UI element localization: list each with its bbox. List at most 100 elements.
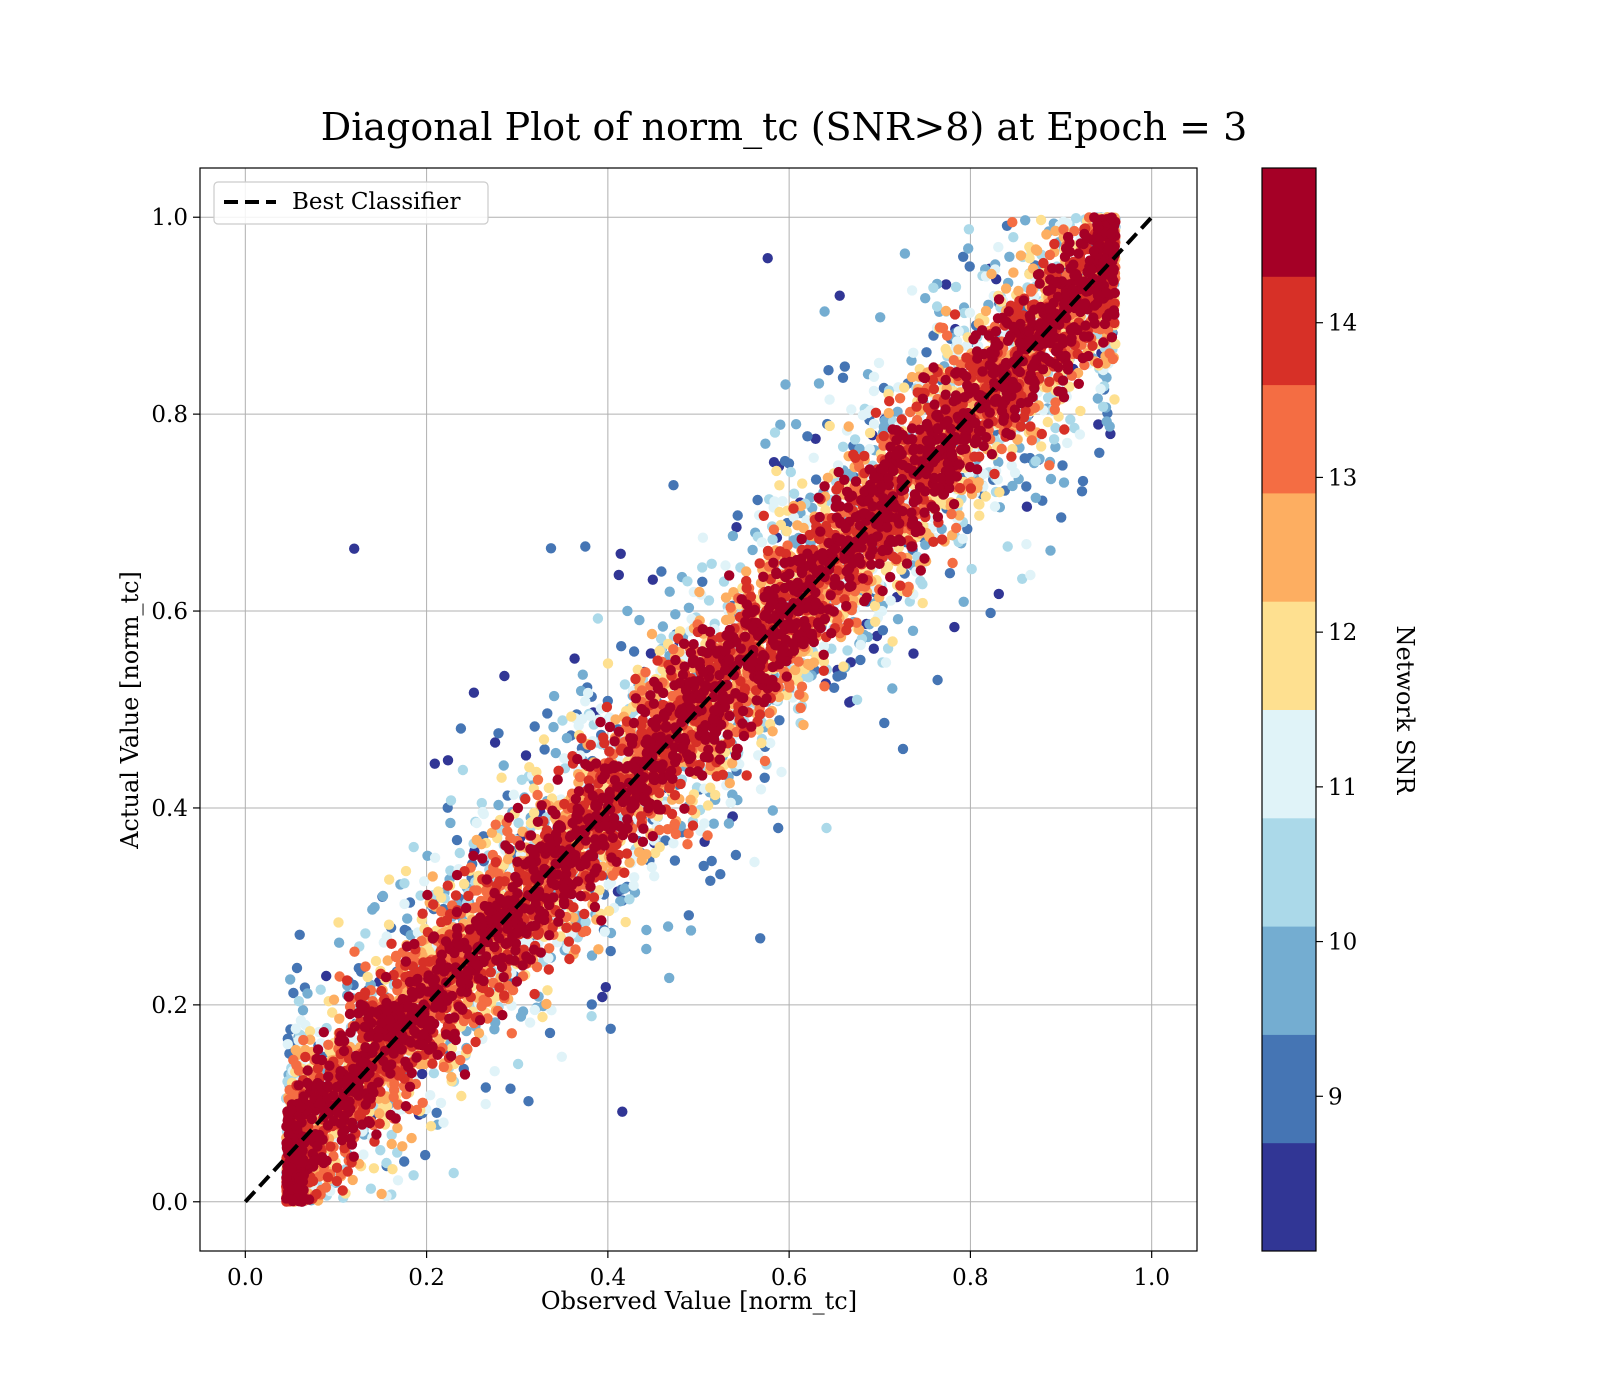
plot-area: 0.0 0.2 0.4 0.6 0.8 1.0 0.00.20.40.60.81.0	[151, 167, 1198, 1291]
scatter-point	[427, 871, 438, 882]
scatter-point	[645, 648, 657, 659]
scatter-point	[670, 609, 681, 620]
scatter-point	[358, 1149, 369, 1160]
scatter-point	[321, 970, 332, 982]
scatter-point	[697, 562, 708, 573]
scatter-point	[505, 1083, 516, 1094]
scatter-point	[542, 708, 553, 719]
scatter-point	[458, 878, 470, 890]
scatter-point	[291, 962, 303, 974]
scatter-point	[315, 984, 326, 995]
scatter-point	[584, 710, 596, 721]
scatter-point	[290, 1044, 301, 1056]
scatter-point	[752, 494, 763, 506]
scatter-point	[668, 838, 679, 849]
scatter-point	[917, 597, 928, 609]
scatter-point	[1092, 393, 1104, 404]
scatter-point	[392, 1175, 404, 1186]
scatter-point	[428, 1068, 440, 1079]
scatter-point	[362, 971, 373, 983]
scatter-point	[683, 910, 694, 921]
scatter-point	[953, 344, 964, 355]
scatter-point	[996, 443, 1007, 455]
scatter-point	[455, 723, 467, 734]
scatter-point	[842, 645, 853, 656]
scatter-point	[431, 1107, 442, 1119]
scatter-point	[629, 872, 640, 883]
scatter-point	[875, 312, 886, 323]
scatter-point	[615, 896, 626, 907]
scatter-point	[706, 558, 717, 569]
scatter-point	[868, 418, 880, 430]
scatter-point	[764, 707, 775, 719]
scatter-point	[662, 921, 674, 932]
scatter-point	[282, 1039, 293, 1050]
scatter-point	[1109, 394, 1120, 405]
scatter-point	[605, 945, 616, 957]
scatter-point	[1019, 215, 1031, 226]
scatter-point	[646, 628, 658, 640]
scatter-point	[980, 491, 991, 502]
scatter-point	[294, 929, 305, 940]
scatter-point	[445, 795, 457, 806]
scatter-point	[541, 998, 552, 1010]
scatter-point	[915, 575, 926, 587]
scatter-point	[290, 1023, 301, 1034]
scatter-point	[798, 719, 809, 731]
scatter-point	[1075, 405, 1086, 417]
scatter-point	[586, 999, 597, 1010]
scatter-point	[1093, 419, 1104, 430]
scatter-point	[694, 586, 705, 598]
scatter-point	[360, 961, 371, 972]
scatter-point	[513, 817, 524, 829]
scatter-point	[446, 1071, 457, 1083]
scatter-point	[824, 394, 835, 405]
scatter-point	[622, 605, 633, 617]
scatter-point	[297, 1005, 309, 1016]
scatter-point	[731, 522, 742, 533]
scatter-point	[877, 625, 889, 636]
scatter-point	[870, 616, 881, 627]
scatter-point	[442, 755, 454, 766]
scatter-point	[1058, 477, 1070, 488]
scatter-point	[843, 421, 854, 432]
scatter-point	[664, 972, 675, 984]
scatter-point	[820, 505, 831, 516]
scatter-point	[328, 994, 340, 1005]
scatter-point	[741, 566, 752, 577]
scatter-point	[499, 670, 510, 682]
scatter-point	[664, 586, 675, 597]
scatter-point	[1045, 473, 1057, 485]
scatter-point	[1050, 422, 1061, 434]
scatter-point	[457, 764, 469, 776]
scatter-point	[506, 1028, 517, 1039]
scatter-point	[887, 683, 898, 694]
scatter-point	[1044, 460, 1055, 471]
scatter-point	[654, 645, 665, 656]
scatter-point	[408, 1170, 419, 1181]
scatter-point	[940, 343, 951, 355]
scatter-point	[628, 880, 639, 891]
scatter-point	[646, 862, 658, 873]
scatter-point	[837, 441, 849, 452]
scatter-point	[767, 726, 778, 737]
scatter-point	[683, 602, 695, 613]
scatter-point	[577, 669, 588, 680]
scatter-point	[920, 293, 931, 304]
scatter-point	[360, 928, 371, 939]
scatter-point	[808, 657, 820, 668]
scatter-point	[715, 869, 726, 880]
scatter-point	[899, 248, 911, 259]
scatter-point	[471, 817, 482, 829]
scatter-point	[985, 607, 996, 619]
scatter-point	[542, 985, 553, 996]
scatter-point	[973, 498, 984, 510]
scatter-point	[724, 778, 735, 789]
scatter-point	[420, 1149, 431, 1161]
scatter-point	[383, 919, 395, 930]
scatter-point	[293, 996, 305, 1007]
scatter-point	[548, 690, 560, 702]
scatter-point	[624, 894, 635, 905]
scatter-point	[496, 772, 507, 783]
scatter-point	[636, 855, 647, 866]
